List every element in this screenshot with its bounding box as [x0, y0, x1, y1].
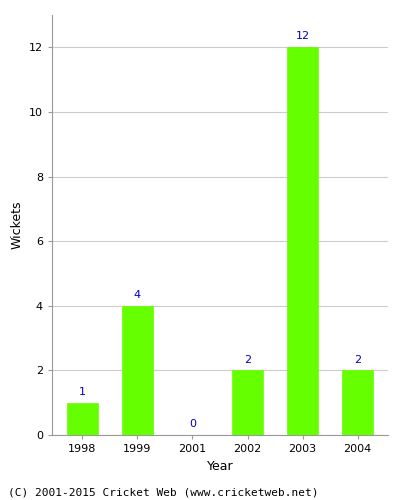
Bar [67, 402, 98, 435]
Bar [288, 48, 318, 435]
Y-axis label: Wickets: Wickets [10, 200, 23, 249]
Text: 1: 1 [79, 387, 86, 397]
Bar [232, 370, 263, 435]
Text: 2: 2 [244, 354, 251, 364]
Text: 12: 12 [296, 32, 310, 42]
Text: 2: 2 [354, 354, 361, 364]
X-axis label: Year: Year [207, 460, 233, 472]
Text: 4: 4 [134, 290, 141, 300]
Bar [342, 370, 373, 435]
Bar [122, 306, 152, 435]
Text: (C) 2001-2015 Cricket Web (www.cricketweb.net): (C) 2001-2015 Cricket Web (www.cricketwe… [8, 488, 318, 498]
Text: 0: 0 [189, 419, 196, 429]
